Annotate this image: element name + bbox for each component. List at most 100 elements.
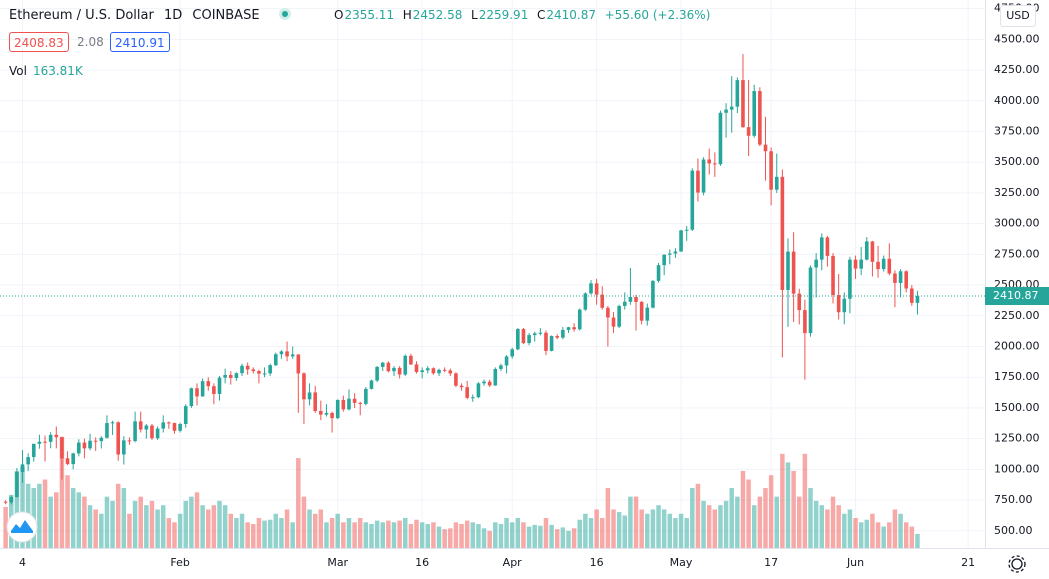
volume-bar [380, 522, 385, 548]
volume-bar [645, 513, 650, 548]
candle-body [195, 388, 199, 397]
volume-bar [875, 522, 881, 548]
candle-body [651, 280, 655, 308]
sell-price[interactable]: 2408.83 [9, 32, 69, 52]
candle-body [178, 424, 182, 431]
candle-body [814, 259, 818, 268]
candle-body [454, 373, 458, 386]
volume-bar [650, 509, 656, 548]
x-tick-label: 16 [590, 556, 604, 569]
volume-title: Vol [9, 64, 27, 78]
volume-bar [881, 526, 886, 548]
y-tick-label: 3500.00 [994, 155, 1040, 168]
candle-body [122, 440, 126, 455]
candle-body [803, 310, 807, 334]
candle-body [99, 437, 104, 442]
volume-bar [588, 518, 594, 548]
volume-bar [414, 519, 419, 548]
volume-value: 163.81K [32, 64, 83, 78]
volume-bar [234, 518, 239, 548]
candle-body [262, 373, 267, 375]
volume-bar [70, 488, 76, 548]
buy-price[interactable]: 2410.91 [110, 32, 170, 52]
candle-body [459, 385, 464, 388]
volume-bar [239, 513, 245, 548]
candle-body [414, 364, 419, 373]
volume-bar [915, 533, 920, 548]
candle-body [656, 265, 661, 281]
x-tick-label: Apr [503, 556, 523, 569]
candle-body [88, 440, 92, 449]
volume-bar [228, 513, 234, 548]
settings-icon[interactable] [1008, 555, 1026, 573]
volume-bar [678, 513, 684, 548]
volume-bar [684, 518, 689, 548]
candle-body [639, 301, 644, 321]
candle-body [442, 369, 447, 371]
candle-body [510, 349, 515, 357]
candle-body [673, 251, 678, 254]
volume-bar [425, 524, 431, 548]
open-value: 2355.11 [344, 8, 395, 22]
candle-body [611, 317, 616, 327]
volume-bar [307, 509, 312, 548]
candle-body [622, 301, 627, 306]
candle-body [26, 457, 30, 465]
volume-bar [791, 470, 796, 548]
y-tick-label: 750.00 [994, 493, 1033, 506]
volume-bar [312, 513, 318, 548]
candle-body [606, 307, 610, 318]
volume-bar [99, 513, 104, 548]
candle-body [319, 411, 323, 415]
candle-body [729, 106, 734, 110]
low-key: L [471, 8, 478, 22]
exchange: COINBASE [192, 8, 260, 23]
volume-bar [346, 518, 352, 548]
volume-bar [577, 519, 582, 548]
y-tick-label: 4500.00 [994, 32, 1040, 45]
volume-bar [858, 522, 864, 548]
close-value: 2410.87 [546, 8, 596, 22]
volume-bar [296, 458, 301, 548]
candle-body [600, 294, 605, 308]
volume-bar [532, 524, 537, 548]
candle-body [848, 259, 852, 299]
y-tick-label: 3750.00 [994, 124, 1040, 137]
candle-body [31, 443, 36, 458]
candle-body [577, 309, 582, 330]
volume-bar [200, 505, 205, 548]
volume-bar [600, 518, 605, 548]
currency-button[interactable]: USD [1000, 5, 1036, 27]
volume-bar [14, 470, 20, 548]
volume-bar [245, 522, 250, 548]
candle-body [431, 368, 436, 374]
candle-body [713, 163, 717, 165]
volume-bar [222, 505, 228, 548]
volume-bar [622, 515, 628, 548]
candle-body [409, 355, 413, 365]
volume-bar [583, 513, 588, 548]
candle-body [257, 371, 261, 374]
volume-bar [76, 492, 82, 548]
interval[interactable]: 1D [163, 8, 183, 23]
volume-bar [419, 522, 425, 548]
volume-bar [121, 488, 127, 548]
volume-bar [54, 492, 59, 548]
last-price-label: 2410.87 [993, 289, 1039, 302]
volume-bar [813, 500, 819, 548]
volume-bar [65, 475, 70, 548]
volume-bar [132, 500, 138, 548]
candle-body [499, 365, 503, 369]
last-price-tag [985, 287, 1049, 306]
volume-bar [470, 522, 476, 548]
candle-body [364, 388, 368, 404]
volume-bar [442, 529, 447, 548]
candle-body [20, 464, 25, 472]
volume-bar [560, 527, 566, 548]
candle-body [245, 365, 250, 370]
candle-body [212, 386, 216, 394]
volume-bar [864, 519, 870, 548]
candle-body [696, 170, 700, 193]
candle-body [48, 434, 53, 442]
